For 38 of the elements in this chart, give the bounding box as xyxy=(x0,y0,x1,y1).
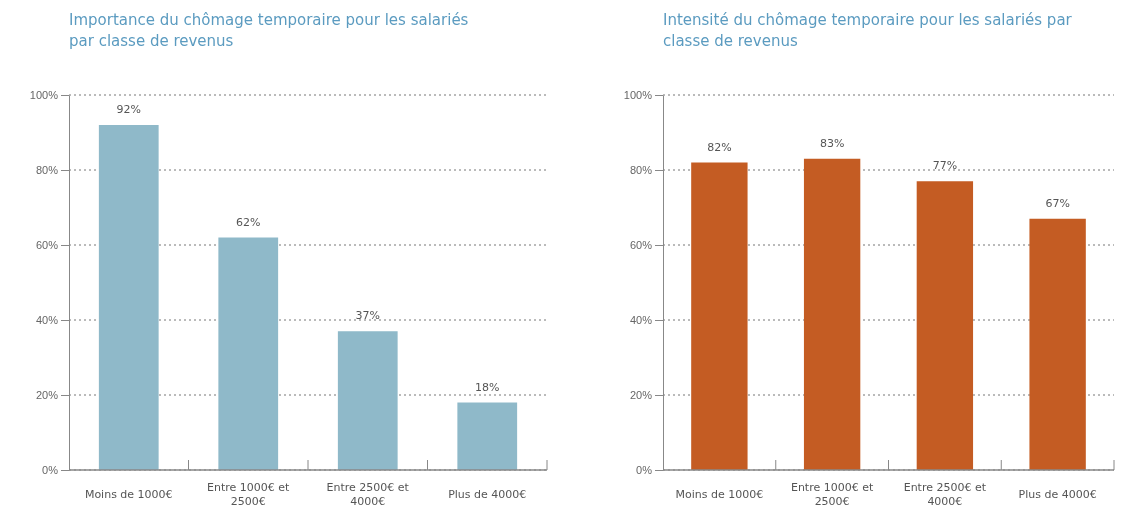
x-tick-label: Moins de 1000€ xyxy=(84,488,173,501)
x-tick-label: Entre 1000€ et 2500€ xyxy=(790,481,874,508)
data-label: 67% xyxy=(1045,196,1070,210)
data-label: 18% xyxy=(475,380,500,394)
data-label: 82% xyxy=(707,140,732,154)
x-tick-label: Entre 2500€ et 4000€ xyxy=(326,481,410,508)
y-tick-label: 20% xyxy=(629,389,653,402)
bar xyxy=(691,162,748,470)
bar xyxy=(337,331,398,470)
y-tick-label: 20% xyxy=(35,389,59,402)
y-tick-label: 80% xyxy=(35,164,59,177)
y-tick-label: 60% xyxy=(35,239,59,252)
data-label: 37% xyxy=(355,309,380,323)
data-label: 83% xyxy=(819,136,845,150)
data-label: 62% xyxy=(236,215,261,229)
x-tick-label: Entre 1000€ et 2500€ xyxy=(207,481,291,508)
bar xyxy=(457,402,518,470)
y-tick-label: 100% xyxy=(29,89,59,102)
bar xyxy=(1029,218,1086,470)
x-tick-label: Moins de 1000€ xyxy=(675,488,764,501)
bar xyxy=(98,125,159,470)
y-tick-label: 40% xyxy=(35,314,59,327)
bar xyxy=(803,158,861,470)
x-tick-label: Entre 2500€ et 4000€ xyxy=(903,481,987,508)
y-tick-label: 100% xyxy=(623,89,653,102)
y-tick-label: 40% xyxy=(629,314,653,327)
y-tick-label: 80% xyxy=(629,164,653,177)
chart-title: Importance du chômage temporaire pour les salariés par classe de revenus xyxy=(69,11,469,50)
y-tick-label: 60% xyxy=(629,239,653,252)
y-tick-label: 0% xyxy=(636,464,653,477)
data-label: 77% xyxy=(932,159,958,173)
data-label: 92% xyxy=(116,103,141,116)
bar xyxy=(218,237,279,470)
bar xyxy=(916,181,974,470)
x-tick-label: Plus de 4000€ xyxy=(1018,488,1097,501)
x-tick-label: Plus de 4000€ xyxy=(448,488,527,501)
chart-title: Intensité du chômage temporaire pour les salariés par classe de revenus xyxy=(663,11,1073,50)
y-tick-label: 0% xyxy=(42,464,59,477)
